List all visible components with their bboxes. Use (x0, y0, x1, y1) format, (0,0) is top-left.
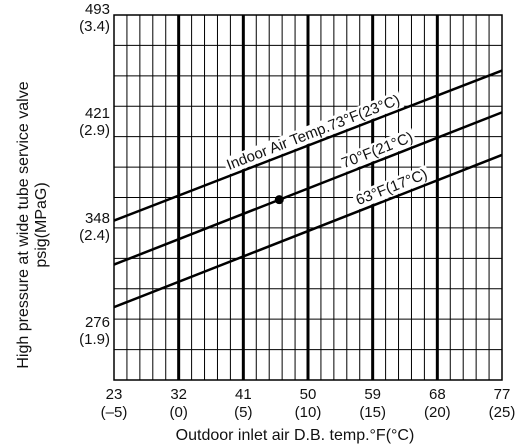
x-tick-sublabel: (–5) (101, 404, 128, 421)
y-tick-sublabel: (3.4) (79, 18, 110, 35)
x-tick-label: 41 (235, 386, 252, 403)
tick-labels: 23(–5) 32(0) 41(5) 50(10) 59(15) 68(20) 77(25)… (79, 1, 515, 421)
x-tick-sublabel: (25) (489, 404, 516, 421)
y-tick-sublabel: (2.4) (79, 227, 110, 244)
series-line-0 (113, 69, 503, 222)
series-label-background (351, 164, 432, 210)
series-line-2 (113, 153, 503, 309)
plot-frame (113, 14, 503, 381)
x-tick-sublabel: (0) (169, 404, 187, 421)
x-tick-sublabel: (20) (424, 404, 451, 421)
x-tick-sublabel: (15) (359, 404, 386, 421)
x-tick-label: 77 (494, 386, 511, 403)
y-tick-sublabel: (2.9) (79, 122, 110, 139)
series-label-background (337, 128, 418, 173)
x-tick-sublabel: (10) (295, 404, 322, 421)
data-point-marker (274, 195, 284, 205)
x-tick-sublabel: (5) (234, 404, 252, 421)
x-tick-label: 50 (300, 386, 317, 403)
series-label-background (222, 90, 405, 175)
grid (113, 14, 503, 381)
series-lines (113, 69, 503, 309)
y-tick-label: 276 (85, 314, 110, 331)
x-tick-label: 32 (170, 386, 187, 403)
y-axis-title-line2: psig(MPaG) (33, 182, 50, 267)
y-tick-label: 421 (85, 105, 110, 122)
series-line-1 (113, 111, 503, 266)
x-tick-label: 68 (429, 386, 446, 403)
y-tick-label: 493 (85, 1, 110, 18)
y-axis-title-line1: High pressure at wide tube service valve (15, 81, 32, 368)
x-tick-label: 23 (106, 386, 123, 403)
y-tick-label: 348 (85, 210, 110, 227)
y-tick-sublabel: (1.9) (79, 331, 110, 348)
x-axis-title: Outdoor inlet air D.B. temp.°F(°C) (176, 427, 415, 444)
x-tick-label: 59 (364, 386, 381, 403)
